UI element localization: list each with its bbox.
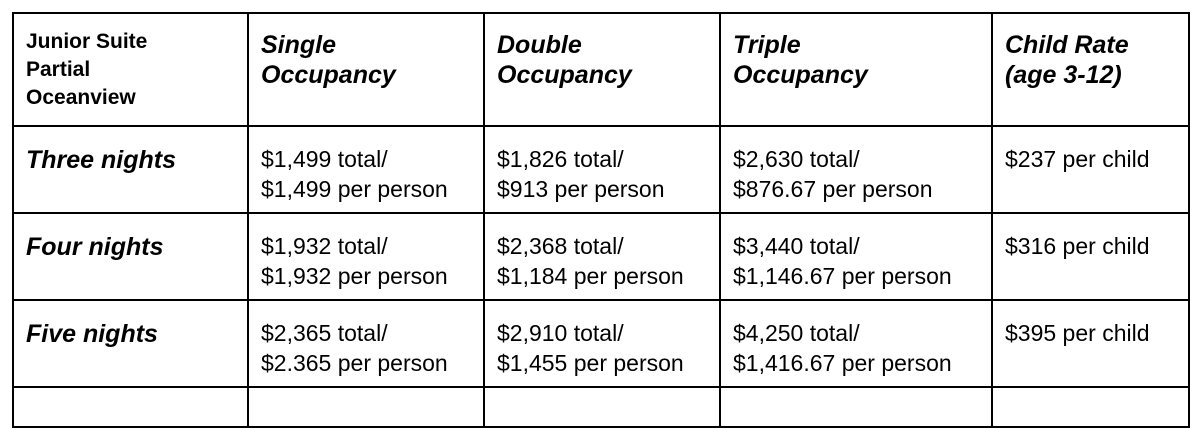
single-occupancy-header: Single Occupancy	[247, 12, 485, 127]
per-person-price: $876.67 per person	[733, 176, 933, 202]
table-row: Four nights $1,932 total/ $1,932 per per…	[12, 212, 1190, 301]
double-rate-cell: $2,910 total/ $1,455 per person	[483, 299, 721, 388]
row-label: Five nights	[12, 299, 249, 388]
empty-cell	[719, 386, 993, 428]
header-row: Junior Suite Partial Oceanview Single Oc…	[12, 12, 1190, 127]
header-line: Occupancy	[261, 61, 396, 89]
per-person-price: $2.365 per person	[261, 350, 448, 376]
per-person-price: $1,416.67 per person	[733, 350, 952, 376]
rates-table: Junior Suite Partial Oceanview Single Oc…	[12, 12, 1190, 428]
header-line: Occupancy	[733, 61, 868, 89]
triple-rate-cell: $3,440 total/ $1,146.67 per person	[719, 212, 993, 301]
table-row: Five nights $2,365 total/ $2.365 per per…	[12, 299, 1190, 388]
child-rate-cell: $316 per child	[991, 212, 1190, 301]
total-price: $2,365 total/	[261, 320, 388, 346]
room-type-line: Junior Suite	[26, 30, 148, 53]
per-person-price: $1,184 per person	[497, 263, 684, 289]
total-price: $2,910 total/	[497, 320, 624, 346]
header-line: Double	[497, 31, 582, 59]
total-price: $3,440 total/	[733, 233, 860, 259]
empty-cell	[247, 386, 485, 428]
header-line: Child Rate	[1005, 31, 1129, 59]
total-price: $2,368 total/	[497, 233, 624, 259]
header-line: Triple	[733, 31, 801, 59]
triple-rate-cell: $2,630 total/ $876.67 per person	[719, 125, 993, 214]
room-type-line: Partial	[26, 58, 91, 81]
single-rate-cell: $1,932 total/ $1,932 per person	[247, 212, 485, 301]
header-line: (age 3-12)	[1005, 61, 1122, 89]
double-occupancy-header: Double Occupancy	[483, 12, 721, 127]
room-type-header: Junior Suite Partial Oceanview	[12, 12, 249, 127]
per-person-price: $913 per person	[497, 176, 665, 202]
child-rate-header: Child Rate (age 3-12)	[991, 12, 1190, 127]
total-price: $1,932 total/	[261, 233, 388, 259]
per-person-price: $1,455 per person	[497, 350, 684, 376]
empty-cell	[483, 386, 721, 428]
total-price: $1,499 total/	[261, 146, 388, 172]
header-line: Single	[261, 31, 337, 59]
total-price: $2,630 total/	[733, 146, 860, 172]
per-person-price: $1,932 per person	[261, 263, 448, 289]
row-label: Three nights	[12, 125, 249, 214]
child-rate-cell: $237 per child	[991, 125, 1190, 214]
triple-occupancy-header: Triple Occupancy	[719, 12, 993, 127]
table-row: Three nights $1,499 total/ $1,499 per pe…	[12, 125, 1190, 214]
per-person-price: $1,499 per person	[261, 176, 448, 202]
table-row-partial	[12, 386, 1190, 428]
single-rate-cell: $1,499 total/ $1,499 per person	[247, 125, 485, 214]
total-price: $4,250 total/	[733, 320, 860, 346]
empty-cell	[12, 386, 249, 428]
single-rate-cell: $2,365 total/ $2.365 per person	[247, 299, 485, 388]
room-type-line: Oceanview	[26, 86, 136, 109]
header-line: Occupancy	[497, 61, 632, 89]
double-rate-cell: $2,368 total/ $1,184 per person	[483, 212, 721, 301]
total-price: $1,826 total/	[497, 146, 624, 172]
per-person-price: $1,146.67 per person	[733, 263, 952, 289]
row-label: Four nights	[12, 212, 249, 301]
double-rate-cell: $1,826 total/ $913 per person	[483, 125, 721, 214]
triple-rate-cell: $4,250 total/ $1,416.67 per person	[719, 299, 993, 388]
empty-cell	[991, 386, 1190, 428]
child-rate-cell: $395 per child	[991, 299, 1190, 388]
